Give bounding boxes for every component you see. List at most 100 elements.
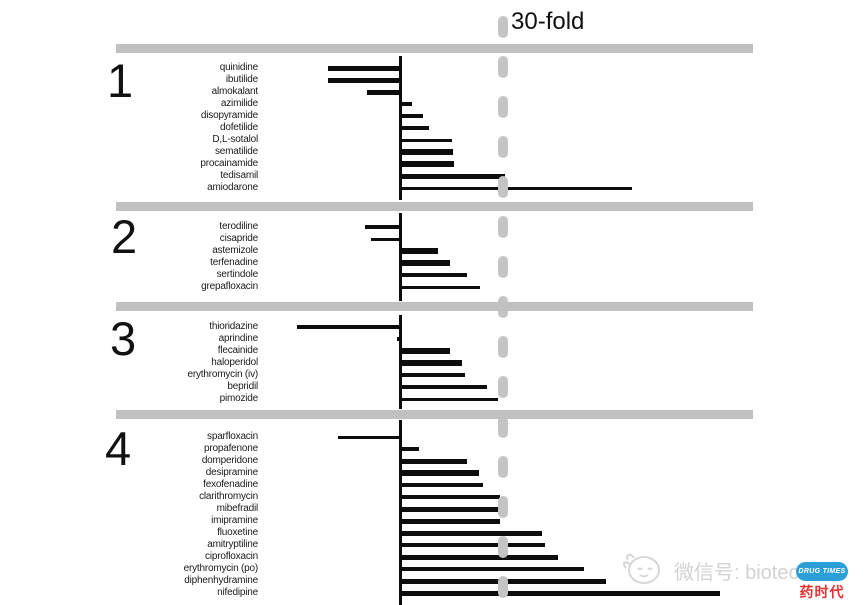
drug-bar <box>400 373 465 377</box>
drug-label: tedisamil <box>220 170 258 181</box>
drug-label: amiodarone <box>207 182 258 193</box>
drug-bar <box>400 286 480 289</box>
drug-bar <box>400 126 429 130</box>
drug-label: ciprofloxacin <box>205 551 258 562</box>
drugtimes-badge: DRUG TIMES <box>796 562 848 581</box>
drug-label: desipramine <box>205 467 258 478</box>
ref-dash <box>498 376 508 398</box>
ref-dash <box>498 136 508 158</box>
drug-bar <box>365 225 400 229</box>
drug-label: terodiline <box>219 221 258 232</box>
drug-bar <box>400 161 454 167</box>
drug-bar <box>400 459 467 464</box>
ref-dash <box>498 16 508 38</box>
drug-bar <box>400 495 500 499</box>
drug-bar <box>371 238 400 241</box>
drug-label: procainamide <box>200 158 258 169</box>
drug-bar <box>400 543 545 547</box>
ref-dash <box>498 336 508 358</box>
drug-label: quinidine <box>219 62 258 73</box>
ref-dash <box>498 536 508 558</box>
drug-label: astemizole <box>212 245 258 256</box>
drug-bar <box>400 348 450 354</box>
drug-bar <box>400 102 412 106</box>
drug-label: propafenone <box>204 443 258 454</box>
drug-label: disopyramide <box>200 110 258 121</box>
drug-bar <box>328 78 400 83</box>
drug-label: terfenadine <box>210 257 258 268</box>
wechat-face-icon <box>618 548 664 593</box>
drug-bar <box>400 139 452 142</box>
ref-dash <box>498 576 508 598</box>
drug-label: flecainide <box>217 345 258 356</box>
ref-dash <box>498 256 508 278</box>
drug-label: fluoxetine <box>217 527 258 538</box>
drug-bar <box>400 519 500 524</box>
drug-label: fexofenadine <box>203 479 258 490</box>
drug-bar <box>400 507 502 512</box>
group-separator <box>116 44 753 53</box>
drug-bar <box>400 398 498 401</box>
drug-bar <box>400 174 505 179</box>
ref-dash <box>498 96 508 118</box>
drug-bar <box>338 436 400 439</box>
drug-bar <box>400 273 467 277</box>
drug-bar <box>400 567 584 571</box>
group-separator <box>116 202 753 211</box>
drug-label: diphenhydramine <box>184 575 258 586</box>
drug-bar <box>400 260 450 266</box>
drug-label: grepafloxacin <box>201 281 258 292</box>
group-number-4: 4 <box>105 422 132 475</box>
drug-label: bepridil <box>227 381 258 392</box>
drug-bar <box>400 149 453 155</box>
group-number-3: 3 <box>110 312 137 365</box>
ref-dash <box>498 496 508 518</box>
group-number-2: 2 <box>111 210 138 263</box>
drugtimes-name: 药时代 <box>799 584 845 600</box>
drug-bar <box>400 531 542 536</box>
drug-bar <box>400 360 462 366</box>
drugtimes-logo: DRUG TIMES 药时代 <box>796 562 848 602</box>
drug-label: aprindine <box>218 333 259 344</box>
drug-bar <box>400 385 487 389</box>
drug-label: mibefradil <box>216 503 259 514</box>
drug-label: sertindole <box>216 269 259 280</box>
drug-bar <box>397 337 400 341</box>
drug-label: erythromycin (po) <box>183 563 259 574</box>
drug-bar <box>400 114 423 118</box>
drug-label: clarithromycin <box>199 491 258 502</box>
baseline-axis <box>399 213 402 301</box>
drug-label: sparfloxacin <box>207 431 258 442</box>
drug-bar <box>297 325 400 329</box>
drug-bar <box>400 447 419 451</box>
drug-label: ibutilide <box>225 74 258 85</box>
ref-dash <box>498 416 508 438</box>
drug-label: erythromycin (iv) <box>187 369 259 380</box>
drug-label: haloperidol <box>211 357 258 368</box>
drug-label: almokalant <box>211 86 259 97</box>
drug-label: amitryptiline <box>207 539 258 550</box>
drug-bar <box>400 483 483 487</box>
drug-bar <box>367 90 400 95</box>
drug-label: domperidone <box>201 455 258 466</box>
ref-line-label: 30-fold <box>511 8 585 35</box>
drug-label: azimilide <box>220 98 258 109</box>
group-separator <box>116 302 753 311</box>
drug-bar <box>400 470 479 476</box>
drug-label: cisapride <box>219 233 258 244</box>
drug-label: pimozide <box>219 393 259 404</box>
drug-bar <box>400 187 632 190</box>
ref-dash <box>498 456 508 478</box>
drug-bar <box>400 555 558 560</box>
ref-dash <box>498 216 508 238</box>
drug-label: D,L-sotalol <box>212 134 258 145</box>
baseline-axis <box>399 420 402 605</box>
drug-bar <box>400 591 720 596</box>
drug-label: thioridazine <box>209 321 258 332</box>
ref-dash <box>498 176 508 198</box>
drug-label: imipramine <box>211 515 258 526</box>
group-number-1: 1 <box>107 54 134 107</box>
drug-bar <box>328 66 400 71</box>
drug-label: sematilide <box>214 146 258 157</box>
ref-dash <box>498 56 508 78</box>
